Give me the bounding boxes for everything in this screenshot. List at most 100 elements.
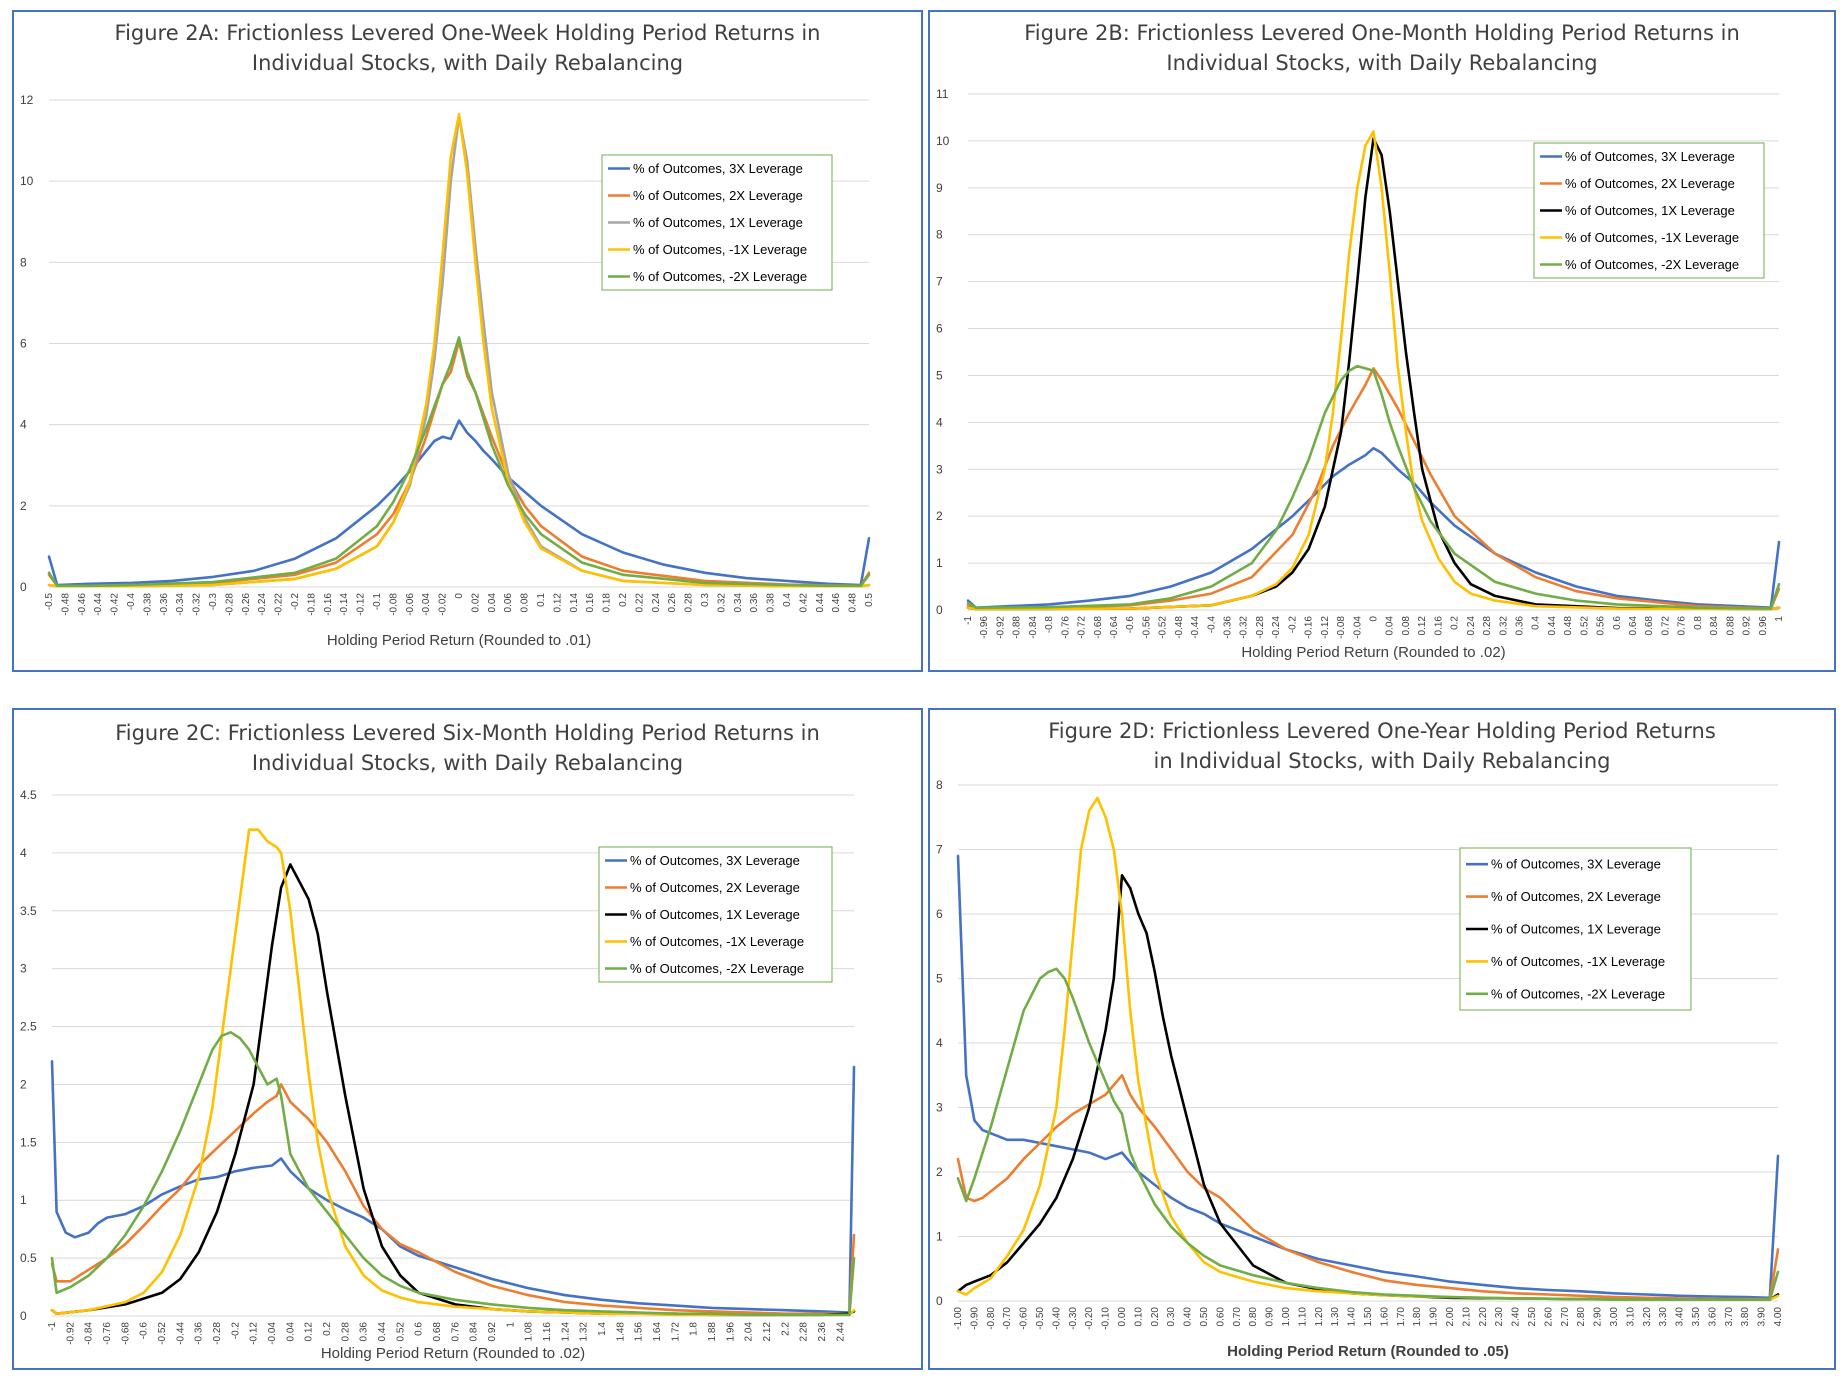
x-tick-label: 0.34: [733, 593, 744, 613]
legend-label: % of Outcomes, -1X Leverage: [633, 242, 807, 257]
x-tick-label: -0.34: [175, 593, 186, 616]
y-tick-label: 2: [936, 509, 943, 523]
x-tick-label: -0.4: [1206, 616, 1217, 634]
y-tick-label: 1.5: [20, 1135, 37, 1149]
y-tick-label: 9: [936, 181, 943, 195]
chart-2c-svg: Figure 2C: Frictionless Levered Six-Mont…: [20, 721, 856, 1362]
y-tick-label: 0: [936, 1294, 943, 1308]
x-tick-label: 0.80: [1248, 1307, 1259, 1327]
x-tick-label: -0.56: [1141, 616, 1152, 639]
x-tick-label: -0.60: [1019, 1307, 1030, 1330]
x-tick-label: 2.04: [744, 1322, 755, 1342]
legend-box: [598, 846, 833, 983]
x-tick-label: -0.96: [979, 616, 990, 639]
x-tick-label: 0.88: [1725, 616, 1736, 636]
x-tick-label: 0.04: [285, 1322, 296, 1342]
x-tick-label: -0.32: [192, 593, 203, 616]
x-tick-label: -0.30: [1068, 1307, 1079, 1330]
x-tick-label: 1.30: [1330, 1307, 1341, 1327]
series-line-5: [966, 364, 1781, 610]
x-tick-label: -0.28: [224, 593, 235, 616]
legend-label: % of Outcomes, 1X Leverage: [1491, 922, 1661, 937]
x-tick-label: -0.84: [1028, 616, 1039, 639]
legend-box: [1459, 847, 1692, 1011]
x-tick-label: 0.44: [815, 593, 826, 613]
x-tick-label: 0.5: [864, 593, 875, 607]
chart-title-line: in Individual Stocks, with Daily Rebalan…: [1153, 749, 1610, 773]
x-tick-label: -0.2: [1287, 616, 1298, 634]
x-tick-label: -0.5: [44, 593, 55, 611]
chart-panel-2b: Figure 2B: Frictionless Levered One-Mont…: [928, 10, 1836, 672]
y-tick-label: 1: [936, 556, 943, 570]
x-tick-label: 1.80: [1412, 1307, 1423, 1327]
x-tick-label: -0.24: [1271, 616, 1282, 639]
x-tick-label: 0: [1369, 616, 1380, 622]
x-tick-label: 1.72: [670, 1322, 681, 1342]
x-tick-label: -0.84: [84, 1322, 95, 1345]
y-tick-label: 12: [20, 93, 34, 107]
x-tick-label: 3.80: [1740, 1307, 1751, 1327]
legend-label: % of Outcomes, -1X Leverage: [1565, 230, 1739, 245]
x-tick-label: -0.16: [1304, 616, 1315, 639]
chart-title-line: Figure 2D: Frictionless Levered One-Year…: [1048, 719, 1716, 743]
x-tick-label: 0.32: [716, 593, 727, 613]
x-tick-label: 2.20: [1478, 1307, 1489, 1327]
x-tick-label: -0.68: [120, 1322, 131, 1345]
x-tick-label: 1.10: [1297, 1307, 1308, 1327]
y-tick-label: 10: [20, 174, 34, 188]
x-tick-label: 0.84: [1709, 616, 1720, 636]
series-line-2: [966, 367, 1781, 611]
x-tick-label: -0.06: [405, 593, 416, 616]
legend-label: % of Outcomes, 2X Leverage: [1491, 889, 1661, 904]
x-tick-label: 2.28: [799, 1322, 810, 1342]
chart-panel-2a: Figure 2A: Frictionless Levered One-Week…: [12, 10, 923, 672]
x-tick-label: 0.6: [414, 1322, 425, 1336]
series-line-5: [956, 967, 1780, 1302]
x-tick-label: 0: [454, 593, 465, 599]
x-tick-label: 3.10: [1625, 1307, 1636, 1327]
x-tick-label: 0.40: [1183, 1307, 1194, 1327]
x-tick-label: 0.68: [1644, 616, 1655, 636]
x-tick-label: 0.90: [1265, 1307, 1276, 1327]
x-tick-label: 0.84: [469, 1322, 480, 1342]
x-tick-label: -0.76: [1060, 616, 1071, 639]
x-tick-label: -0.48: [1174, 616, 1185, 639]
x-tick-label: -0.6: [1125, 616, 1136, 634]
x-tick-label: 0.42: [798, 593, 809, 613]
x-tick-label: -0.76: [102, 1322, 113, 1345]
x-tick-label: 1.8: [689, 1322, 700, 1336]
x-tick-label: -0.2: [230, 1322, 241, 1340]
y-tick-label: 6: [20, 337, 27, 351]
y-tick-label: 7: [936, 843, 943, 857]
x-tick-label: 1.08: [524, 1322, 535, 1342]
x-tick-label: -0.92: [995, 616, 1006, 639]
x-tick-label: 0.00: [1117, 1307, 1128, 1327]
x-tick-label: 0.8: [1693, 616, 1704, 630]
chart-title-line: Figure 2C: Frictionless Levered Six-Mont…: [115, 721, 820, 745]
x-axis-label: Holding Period Return (Rounded to .05): [1227, 1343, 1509, 1360]
x-tick-label: -0.50: [1035, 1307, 1046, 1330]
x-tick-label: 0.64: [1628, 616, 1639, 636]
y-tick-label: 8: [936, 228, 943, 242]
x-tick-label: 3.20: [1642, 1307, 1653, 1327]
x-tick-label: 0.2: [322, 1322, 333, 1336]
chart-title-line: Figure 2A: Frictionless Levered One-Week…: [115, 21, 821, 45]
y-tick-label: 3: [936, 462, 943, 476]
x-tick-label: 0.08: [520, 593, 531, 613]
x-tick-label: -0.04: [267, 1322, 278, 1345]
x-tick-label: 1: [1774, 616, 1785, 622]
x-tick-label: -0.28: [212, 1322, 223, 1345]
x-tick-label: -0.48: [60, 593, 71, 616]
x-tick-label: 0.12: [1417, 616, 1428, 636]
x-tick-label: -0.2: [290, 593, 301, 611]
legend-label: % of Outcomes, 3X Leverage: [633, 161, 803, 176]
x-tick-label: -1: [963, 616, 974, 625]
x-tick-label: 0.08: [1401, 616, 1412, 636]
x-tick-label: 3.30: [1658, 1307, 1669, 1327]
y-tick-label: 8: [936, 778, 943, 792]
y-tick-label: 1: [20, 1193, 27, 1207]
x-tick-label: -0.3: [208, 593, 219, 611]
x-tick-label: -0.02: [438, 593, 449, 616]
chart-title-line: Individual Stocks, with Daily Rebalancin…: [252, 751, 683, 775]
x-tick-label: -0.36: [1223, 616, 1234, 639]
